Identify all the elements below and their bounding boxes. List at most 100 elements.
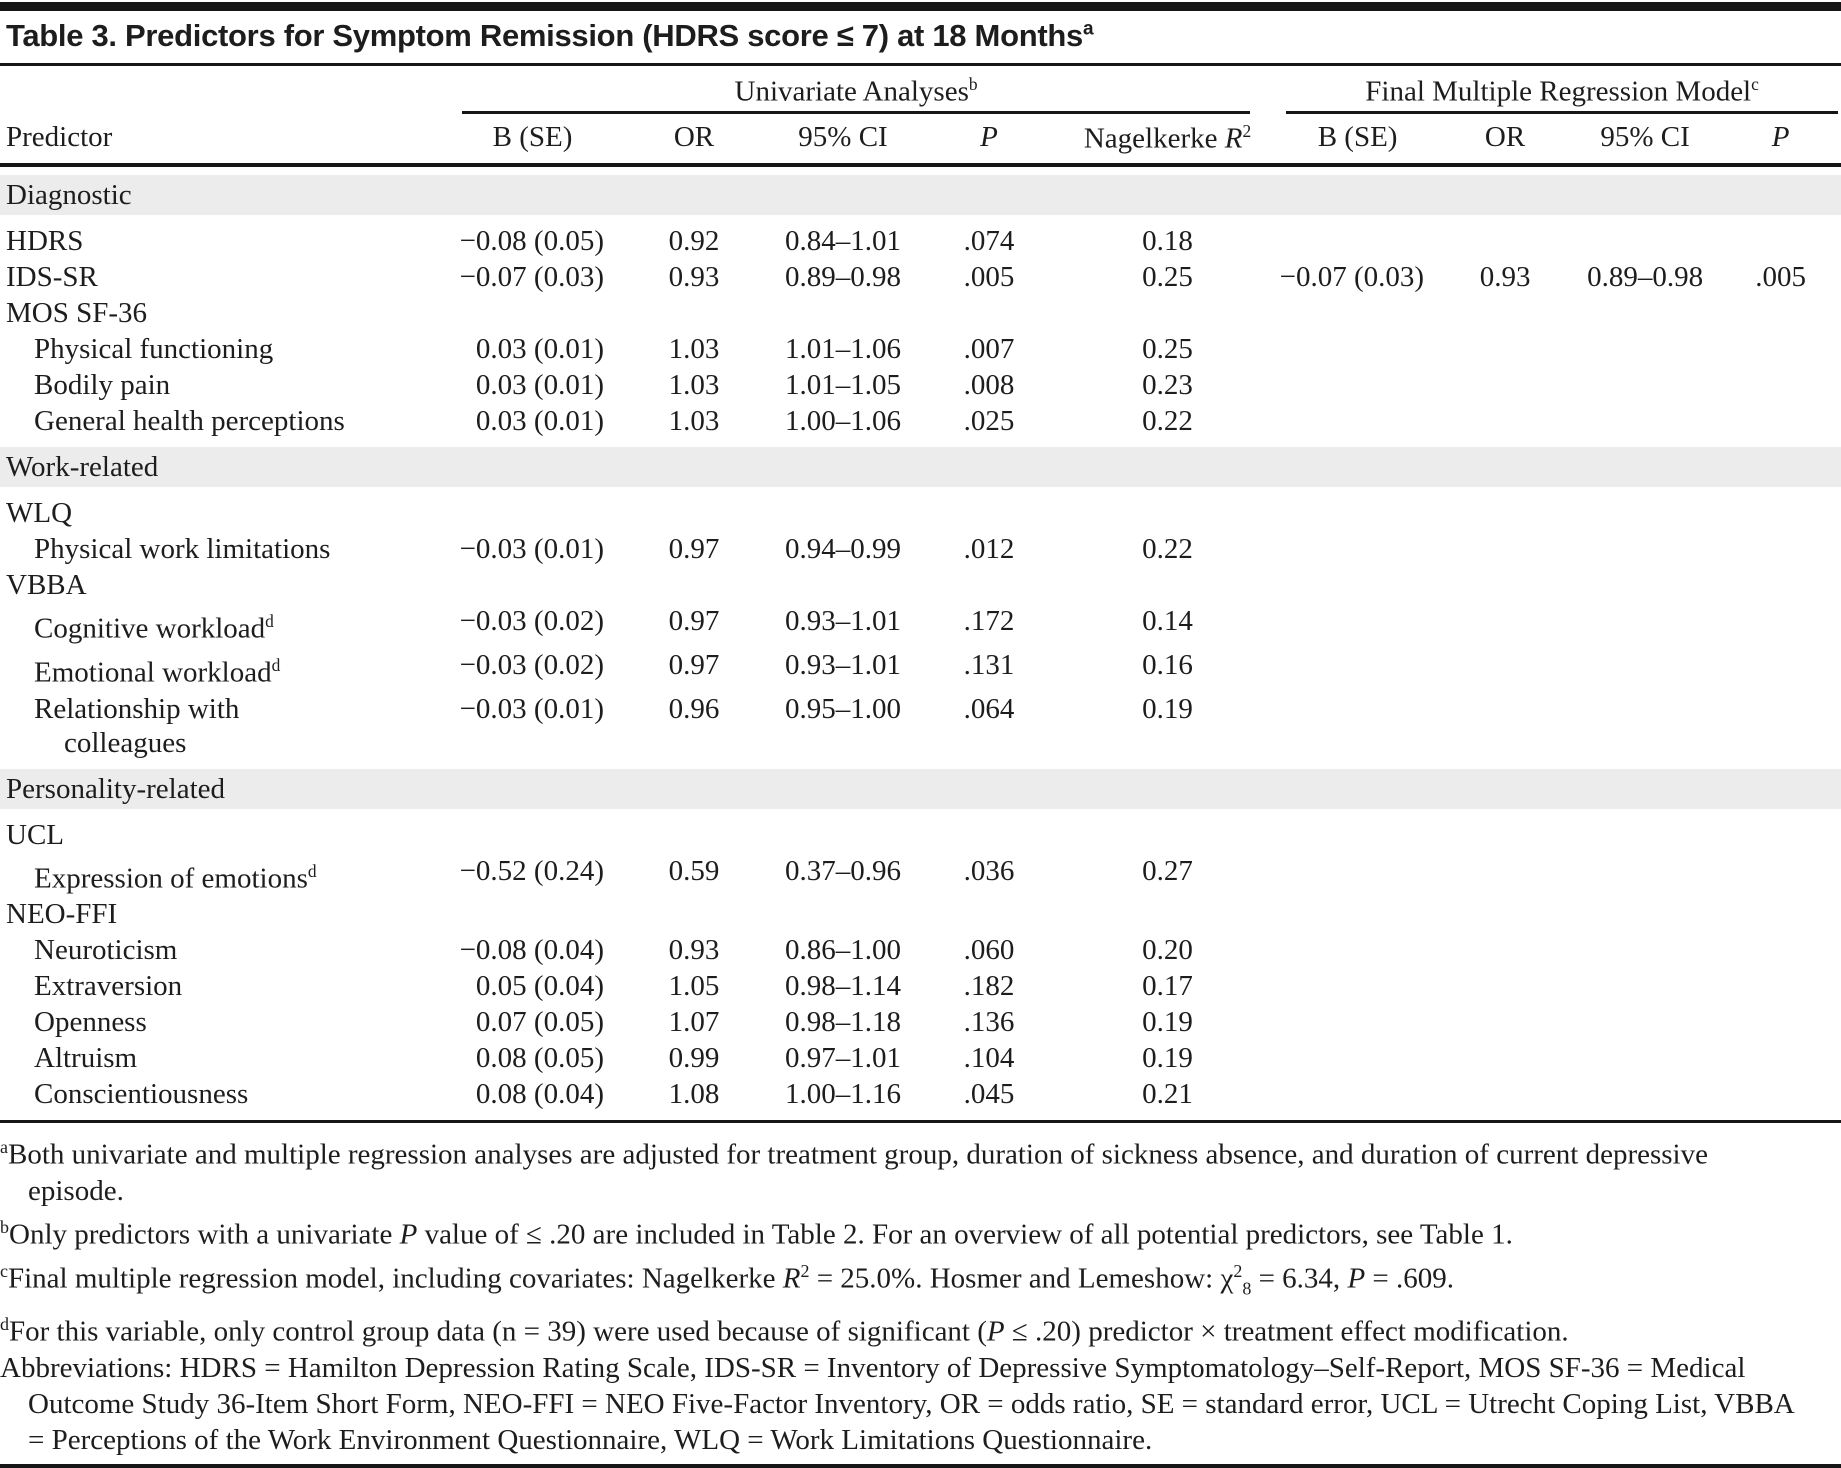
value-cell: 0.03 (0.01) — [475, 333, 604, 366]
footnote-segment: 8 — [1242, 1278, 1252, 1299]
value-cell — [1440, 1040, 1570, 1076]
predictor-label: General health perceptions — [34, 405, 345, 438]
footnote-segment: 2 — [800, 1260, 810, 1281]
footnote-segment: For this variable, only control group da… — [9, 1315, 987, 1348]
final-model-spanner: Final Multiple Regression Modelc — [1286, 74, 1839, 114]
header-b-se-univariate: B (SE) — [445, 114, 620, 168]
value-cell: .136 — [963, 1006, 1015, 1039]
value-cell: 0.18 — [1142, 225, 1193, 258]
value-cell: 1.01–1.05 — [785, 369, 901, 402]
predictor-cell: General health perceptions — [0, 403, 445, 439]
value-cell — [1570, 691, 1720, 761]
predictor-cell: Expression of emotionsd — [0, 853, 445, 897]
value-cell: 1.01–1.06 — [785, 333, 901, 366]
nagelkerke-superscript: 2 — [1242, 120, 1252, 141]
value-cell — [1275, 647, 1440, 691]
value-cell — [1720, 331, 1841, 367]
final-model-spanner-cell: Final Multiple Regression Modelc — [1275, 66, 1841, 115]
value-cell: .064 — [963, 692, 1015, 725]
group-label: UCL — [6, 818, 64, 851]
value-cell: .045 — [963, 1078, 1015, 1111]
value-cell — [1720, 932, 1841, 968]
value-cell: 0.16 — [1142, 648, 1193, 681]
header-or-final: OR — [1440, 114, 1571, 168]
footnote-segment: 2 — [1233, 1260, 1243, 1281]
value-cell — [1440, 968, 1570, 1004]
footnote-segment: Abbreviations: HDRS = Hamilton Depressio… — [0, 1351, 1794, 1456]
predictor-label: Emotional workload — [34, 656, 272, 689]
value-cell: 0.27 — [1142, 854, 1193, 887]
footnote-line: dFor this variable, only control group d… — [0, 1306, 1811, 1350]
table-row: Expression of emotionsd −0.52 (0.24) 0.59 0… — [0, 853, 1841, 897]
value-cell: 0.84–1.01 — [785, 225, 901, 258]
table-row: Emotional workloadd −0.03 (0.02) 0.97 0.93–… — [0, 647, 1841, 691]
table-row: Neuroticism −0.08 (0.04) 0.93 0.86–1.00 .060… — [0, 932, 1841, 968]
value-cell: 0.23 — [1142, 369, 1193, 402]
predictor-superscript: d — [271, 654, 281, 675]
value-cell: 0.98–1.18 — [785, 1006, 901, 1039]
value-cell: 0.94–0.99 — [785, 533, 901, 566]
value-cell — [1570, 223, 1720, 259]
predictor-cell: Relationship with colleagues — [0, 691, 445, 761]
value-cell: 1.03 — [668, 369, 720, 402]
footnote-segment: a — [0, 1137, 8, 1158]
footnote-line: cFinal multiple regression model, includ… — [0, 1253, 1811, 1306]
value-cell — [1570, 647, 1720, 691]
section-label: Work-related — [0, 447, 1841, 488]
group-row: MOS SF-36 — [0, 295, 1841, 331]
value-cell: 0.93 — [1479, 261, 1531, 294]
predictor-label: Physical work limitations — [34, 533, 331, 566]
group-label: MOS SF-36 — [6, 297, 148, 330]
predictor-cell: HDRS — [0, 223, 445, 259]
predictor-superscript: d — [307, 860, 317, 881]
predictor-cell: Cognitive workloadd — [0, 603, 445, 647]
table-title-superscript: a — [1082, 18, 1094, 40]
group-row: UCL — [0, 817, 1841, 853]
value-cell — [1720, 1040, 1841, 1076]
value-cell: 1.07 — [668, 1006, 720, 1039]
predictor-cell: Neuroticism — [0, 932, 445, 968]
value-cell: 0.86–1.00 — [785, 934, 901, 967]
group-cell: VBBA — [0, 567, 1841, 603]
value-cell: −0.52 (0.24) — [459, 854, 604, 887]
value-cell — [1570, 968, 1720, 1004]
value-cell: 0.99 — [668, 1042, 720, 1075]
univariate-spanner: Univariate Analysesb — [462, 74, 1251, 114]
value-cell — [1570, 853, 1720, 897]
value-cell — [1440, 932, 1570, 968]
value-cell: 0.25 — [1142, 333, 1193, 366]
value-cell: 0.08 (0.05) — [475, 1042, 604, 1075]
section-row: Work-related — [0, 439, 1841, 495]
table-row: HDRS −0.08 (0.05) 0.92 0.84–1.01 .074 0.18 — [0, 223, 1841, 259]
value-cell — [1440, 853, 1570, 897]
value-cell — [1275, 853, 1440, 897]
value-cell: 0.95–1.00 — [785, 692, 901, 725]
value-cell — [1440, 603, 1570, 647]
value-cell: 0.19 — [1142, 1042, 1193, 1075]
table-row: Altruism 0.08 (0.05) 0.99 0.97–1.01 .104 0.19 — [0, 1040, 1841, 1076]
table-row: Cognitive workloadd −0.03 (0.02) 0.97 0.93–… — [0, 603, 1841, 647]
value-cell: −0.03 (0.02) — [459, 605, 604, 638]
predictor-label: IDS-SR — [6, 261, 98, 294]
value-cell: .131 — [963, 648, 1015, 681]
value-cell — [1275, 403, 1440, 439]
footnote-line: Abbreviations: HDRS = Hamilton Depressio… — [0, 1350, 1811, 1458]
value-cell: 0.25 — [1142, 261, 1193, 294]
predictor-cell: Physical functioning — [0, 331, 445, 367]
value-cell — [1440, 223, 1570, 259]
value-cell: 0.20 — [1142, 934, 1193, 967]
value-cell: 0.97 — [668, 648, 720, 681]
spanner-header-row: Univariate Analysesb Final Multiple Regr… — [0, 66, 1841, 115]
predictor-label: Openness — [34, 1006, 147, 1039]
section-label: Personality-related — [0, 768, 1841, 809]
section-row: Personality-related — [0, 761, 1841, 817]
value-cell: 0.93–1.01 — [785, 648, 901, 681]
group-cell: WLQ — [0, 495, 1841, 531]
footnote-segment: Only predictors with a univariate — [9, 1218, 400, 1251]
value-cell: 0.17 — [1142, 970, 1193, 1003]
value-cell: −0.03 (0.01) — [459, 533, 604, 566]
predictor-label: Relationship with — [34, 692, 240, 725]
value-cell — [1440, 367, 1570, 403]
value-cell — [1570, 403, 1720, 439]
